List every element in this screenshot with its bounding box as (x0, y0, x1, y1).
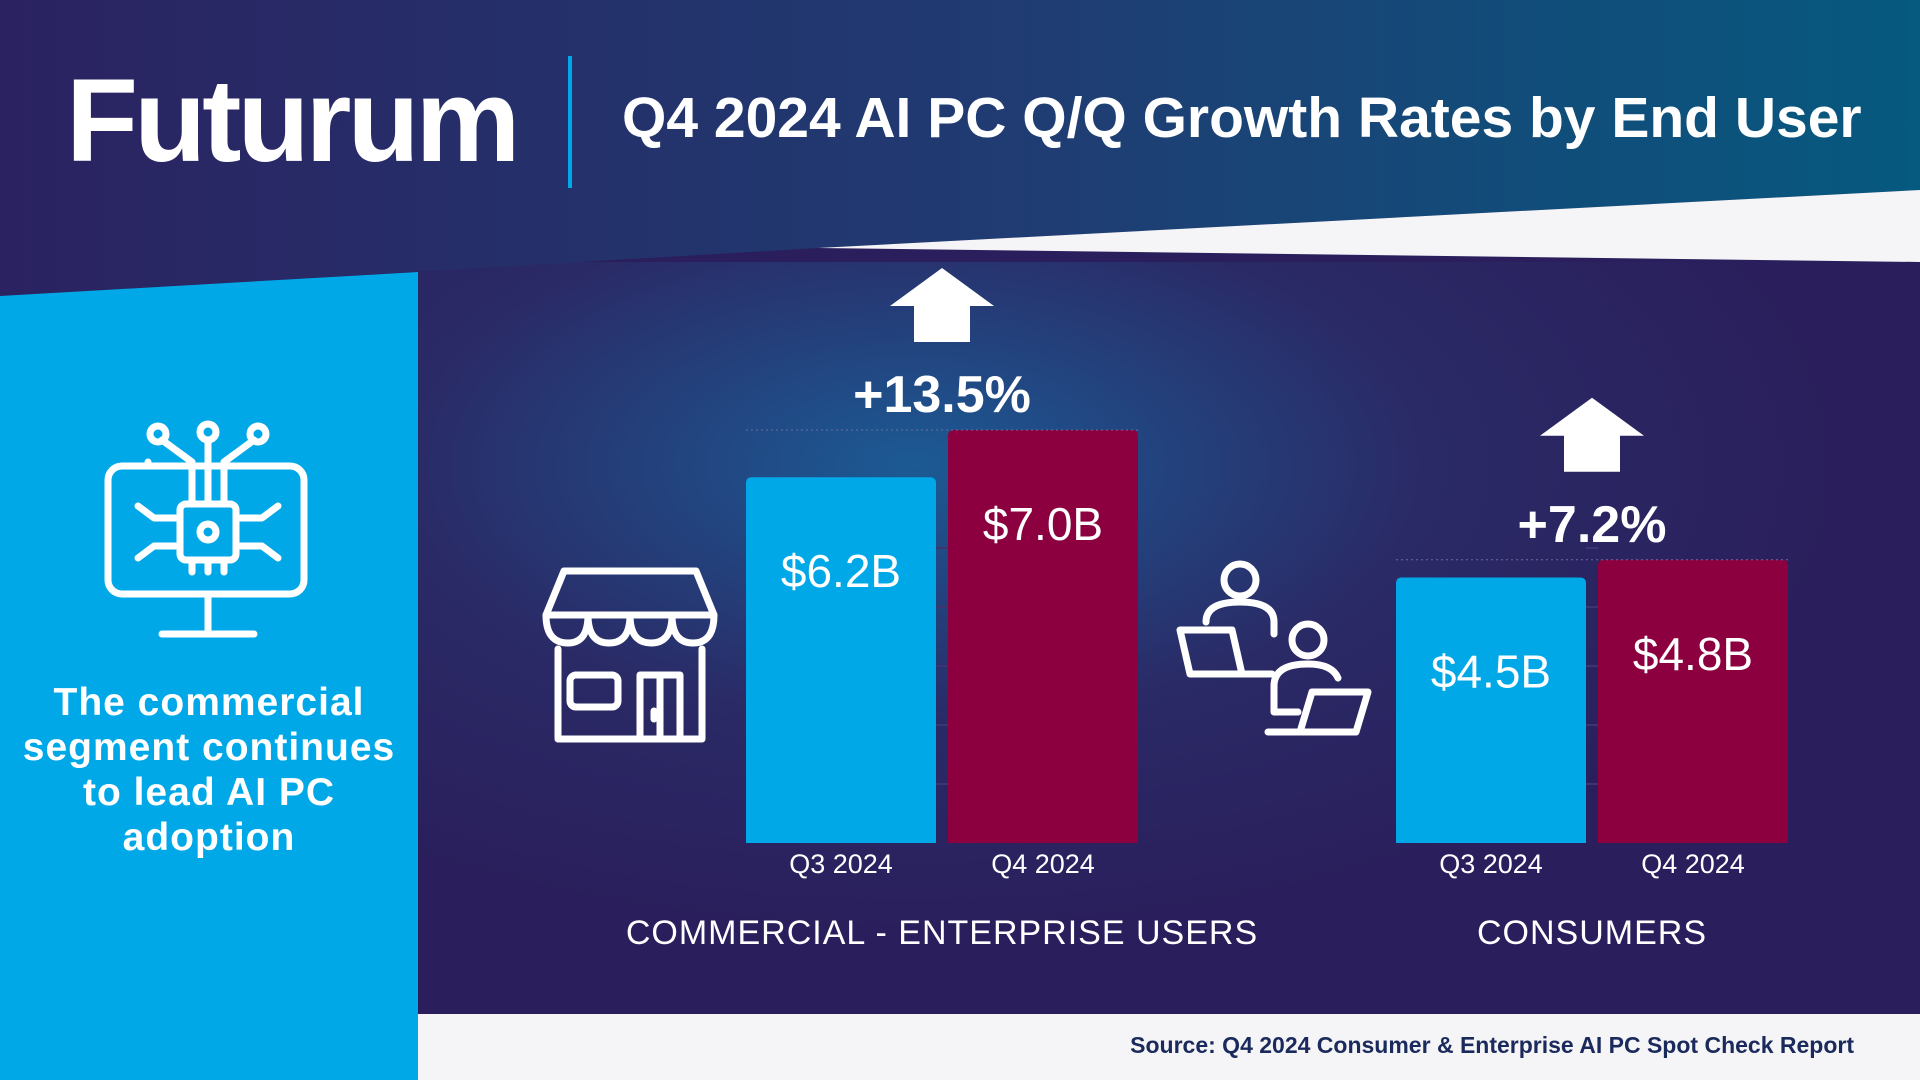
commercial-up-arrow-icon (890, 268, 994, 342)
consumers-up-arrow-icon (1540, 397, 1644, 472)
chart-title: Q4 2024 AI PC Q/Q Growth Rates by End Us… (622, 86, 1862, 150)
commercial-category-label: COMMERCIAL - ENTERPRISE USERS (626, 914, 1258, 952)
ai-chip-monitor-icon (104, 420, 308, 638)
header-divider (568, 56, 572, 188)
consumers-tick-label-q3: Q3 2024 (1439, 849, 1543, 879)
consumers-bar-q3 (1396, 577, 1586, 843)
storefront-icon (542, 567, 718, 743)
consumers-tick-label-q4: Q4 2024 (1641, 849, 1745, 879)
consumers-value-label-q3: $4.5B (1431, 646, 1551, 698)
commercial-growth-label: +13.5% (853, 366, 1031, 424)
commercial-value-label-q3: $6.2B (781, 545, 901, 597)
commercial-bar-q4 (948, 430, 1138, 843)
sidebar-takeaway-text: The commercial segment continues to lead… (22, 681, 396, 859)
consumers-value-label-q4: $4.8B (1633, 628, 1753, 680)
source-note: Source: Q4 2024 Consumer & Enterprise AI… (1130, 1032, 1854, 1058)
consumers-growth-label: +7.2% (1518, 496, 1667, 554)
consumers-bar-q4 (1598, 559, 1788, 843)
commercial-bar-q3 (746, 477, 936, 843)
people-laptops-icon (1176, 560, 1372, 736)
consumers-category-label: CONSUMERS (1477, 914, 1707, 952)
commercial-tick-label-q4: Q4 2024 (991, 849, 1095, 879)
commercial-tick-label-q3: Q3 2024 (789, 849, 893, 879)
commercial-value-label-q4: $7.0B (983, 498, 1103, 550)
futurum-logo: Futurum (66, 55, 520, 187)
